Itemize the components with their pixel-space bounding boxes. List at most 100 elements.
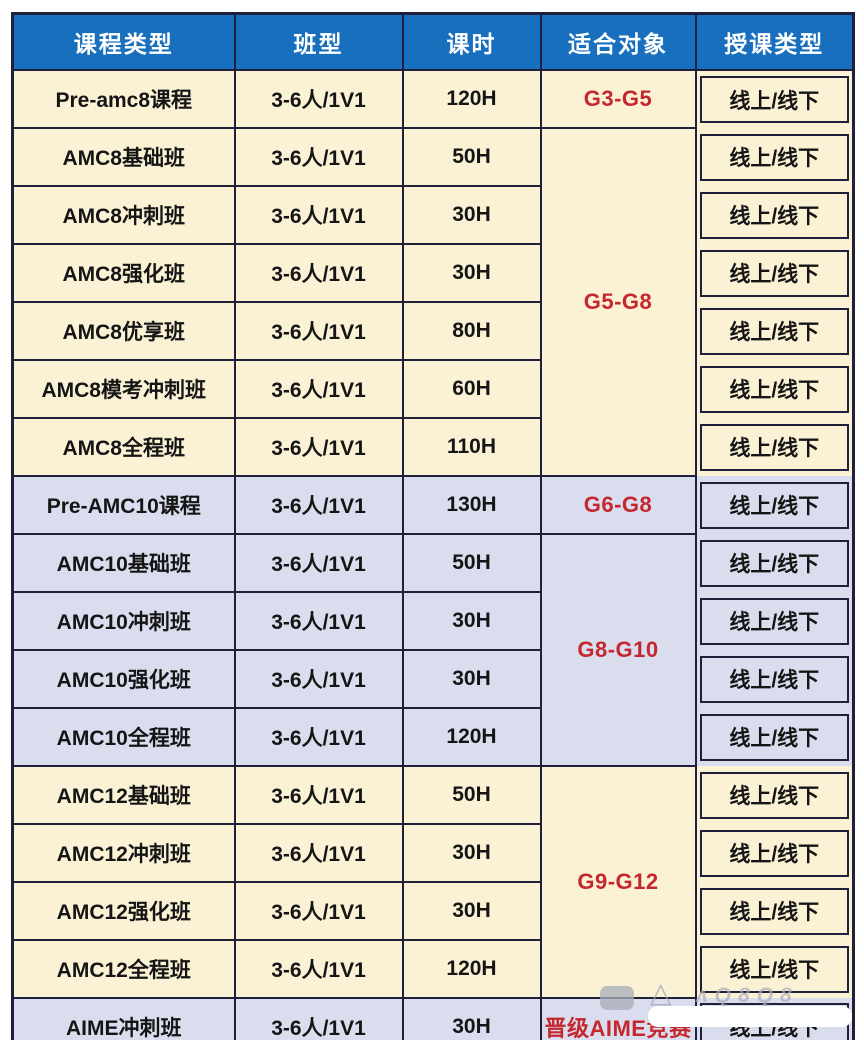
column-header: 适合对象	[539, 12, 697, 71]
class-size-cell: 3-6人/1V1	[233, 69, 404, 129]
teach-type-cell: 线上/线下	[694, 360, 855, 418]
course-name-cell: AMC10全程班	[11, 707, 236, 767]
hours-cell: 50H	[401, 533, 542, 593]
teach-type-box: 线上/线下	[699, 481, 849, 529]
class-size-cell: 3-6人/1V1	[233, 359, 404, 419]
teach-type-cell: 线上/线下	[694, 824, 855, 882]
class-size-cell: 3-6人/1V1	[233, 417, 404, 477]
teach-type-cell: 线上/线下	[694, 534, 855, 592]
hours-cell: 60H	[401, 359, 542, 419]
table-row: AMC12全程班 3-6人/1V1 120H 线上/线下	[11, 939, 855, 999]
column-header: 课程类型	[11, 12, 236, 71]
course-name-cell: Pre-AMC10课程	[11, 475, 236, 535]
teach-type-box: 线上/线下	[699, 423, 849, 471]
teach-type-cell: 线上/线下	[694, 998, 855, 1040]
hours-cell: 30H	[401, 881, 542, 941]
class-size-cell: 3-6人/1V1	[233, 707, 404, 767]
teach-type-box: 线上/线下	[699, 76, 849, 123]
teach-type-box: 线上/线下	[699, 771, 849, 819]
course-name-cell: AMC8冲刺班	[11, 185, 236, 245]
table-row: AMC8全程班 3-6人/1V1 110H 线上/线下	[11, 417, 855, 477]
teach-type-cell: 线上/线下	[694, 418, 855, 476]
teach-type-box: 线上/线下	[699, 191, 849, 239]
teach-type-cell: 线上/线下	[694, 302, 855, 360]
class-size-cell: 3-6人/1V1	[233, 185, 404, 245]
course-name-cell: AMC12全程班	[11, 939, 236, 999]
teach-type-box: 线上/线下	[699, 365, 849, 413]
teach-type-cell: 线上/线下	[694, 70, 855, 128]
teach-type-cell: 线上/线下	[694, 186, 855, 244]
audience-cell: 晋级AIME竞赛	[539, 997, 697, 1040]
teach-type-box: 线上/线下	[699, 829, 849, 877]
table-row: AMC8基础班 3-6人/1V1 50H G5-G8 线上/线下	[11, 127, 855, 477]
teach-type-cell: 线上/线下	[694, 882, 855, 940]
class-size-cell: 3-6人/1V1	[233, 127, 404, 187]
table-row: Pre-AMC10课程 3-6人/1V1 130H G6-G8 线上/线下	[11, 475, 855, 535]
class-size-cell: 3-6人/1V1	[233, 475, 404, 535]
teach-type-box: 线上/线下	[699, 597, 849, 645]
hours-cell: 30H	[401, 823, 542, 883]
column-header: 授课类型	[694, 12, 855, 71]
teach-type-box: 线上/线下	[699, 539, 849, 587]
teach-type-box: 线上/线下	[699, 249, 849, 297]
course-name-cell: AMC10冲刺班	[11, 591, 236, 651]
hours-cell: 30H	[401, 243, 542, 303]
table-row: AMC12冲刺班 3-6人/1V1 30H 线上/线下	[11, 823, 855, 883]
table-row: AMC10基础班 3-6人/1V1 50H G8-G10 线上/线下	[11, 533, 855, 767]
hours-cell: 30H	[401, 185, 542, 245]
hours-cell: 110H	[401, 417, 542, 477]
class-size-cell: 3-6人/1V1	[233, 939, 404, 999]
teach-type-cell: 线上/线下	[694, 708, 855, 766]
class-size-cell: 3-6人/1V1	[233, 591, 404, 651]
course-name-cell: AIME冲刺班	[11, 997, 236, 1040]
audience-cell: G3-G5	[539, 69, 697, 129]
course-name-cell: AMC8优享班	[11, 301, 236, 361]
course-name-cell: AMC8全程班	[11, 417, 236, 477]
teach-type-cell: 线上/线下	[694, 476, 855, 534]
table-row: Pre-amc8课程 3-6人/1V1 120H G3-G5 线上/线下	[11, 69, 855, 129]
header-row: 课程类型 班型 课时 适合对象 授课类型	[11, 12, 855, 71]
teach-type-cell: 线上/线下	[694, 650, 855, 708]
hours-cell: 120H	[401, 69, 542, 129]
class-size-cell: 3-6人/1V1	[233, 881, 404, 941]
hours-cell: 130H	[401, 475, 542, 535]
course-name-cell: AMC10基础班	[11, 533, 236, 593]
hours-cell: 50H	[401, 765, 542, 825]
table-body: Pre-amc8课程 3-6人/1V1 120H G3-G5 线上/线下 AMC8基础班 3…	[11, 69, 855, 1040]
column-header: 班型	[233, 12, 404, 71]
class-size-cell: 3-6人/1V1	[233, 533, 404, 593]
hours-cell: 30H	[401, 997, 542, 1040]
audience-cell: G8-G10	[539, 533, 697, 767]
hours-cell: 50H	[401, 127, 542, 187]
audience-cell: G5-G8	[539, 127, 697, 477]
table-row: AMC10全程班 3-6人/1V1 120H 线上/线下	[11, 707, 855, 767]
hours-cell: 30H	[401, 649, 542, 709]
hours-cell: 120H	[401, 707, 542, 767]
hours-cell: 30H	[401, 591, 542, 651]
class-size-cell: 3-6人/1V1	[233, 301, 404, 361]
hours-cell: 120H	[401, 939, 542, 999]
course-name-cell: AMC12基础班	[11, 765, 236, 825]
table-row: AMC12强化班 3-6人/1V1 30H 线上/线下	[11, 881, 855, 941]
course-name-cell: AMC12冲刺班	[11, 823, 236, 883]
audience-cell: G6-G8	[539, 475, 697, 535]
teach-type-box: 线上/线下	[699, 133, 849, 181]
course-name-cell: AMC12强化班	[11, 881, 236, 941]
teach-type-cell: 线上/线下	[694, 244, 855, 302]
table-row: AMC8强化班 3-6人/1V1 30H 线上/线下	[11, 243, 855, 303]
teach-type-box: 线上/线下	[699, 945, 849, 993]
teach-type-box: 线上/线下	[699, 1003, 849, 1040]
teach-type-cell: 线上/线下	[694, 940, 855, 998]
table-row: AIME冲刺班 3-6人/1V1 30H 晋级AIME竞赛 线上/线下	[11, 997, 855, 1040]
table-row: AMC8冲刺班 3-6人/1V1 30H 线上/线下	[11, 185, 855, 245]
table-row: AMC12基础班 3-6人/1V1 50H G9-G12 线上/线下	[11, 765, 855, 999]
table-row: AMC8模考冲刺班 3-6人/1V1 60H 线上/线下	[11, 359, 855, 419]
course-name-cell: AMC8模考冲刺班	[11, 359, 236, 419]
course-name-cell: AMC8基础班	[11, 127, 236, 187]
class-size-cell: 3-6人/1V1	[233, 243, 404, 303]
teach-type-cell: 线上/线下	[694, 766, 855, 824]
course-name-cell: AMC8强化班	[11, 243, 236, 303]
teach-type-box: 线上/线下	[699, 713, 849, 761]
class-size-cell: 3-6人/1V1	[233, 997, 404, 1040]
teach-type-box: 线上/线下	[699, 655, 849, 703]
